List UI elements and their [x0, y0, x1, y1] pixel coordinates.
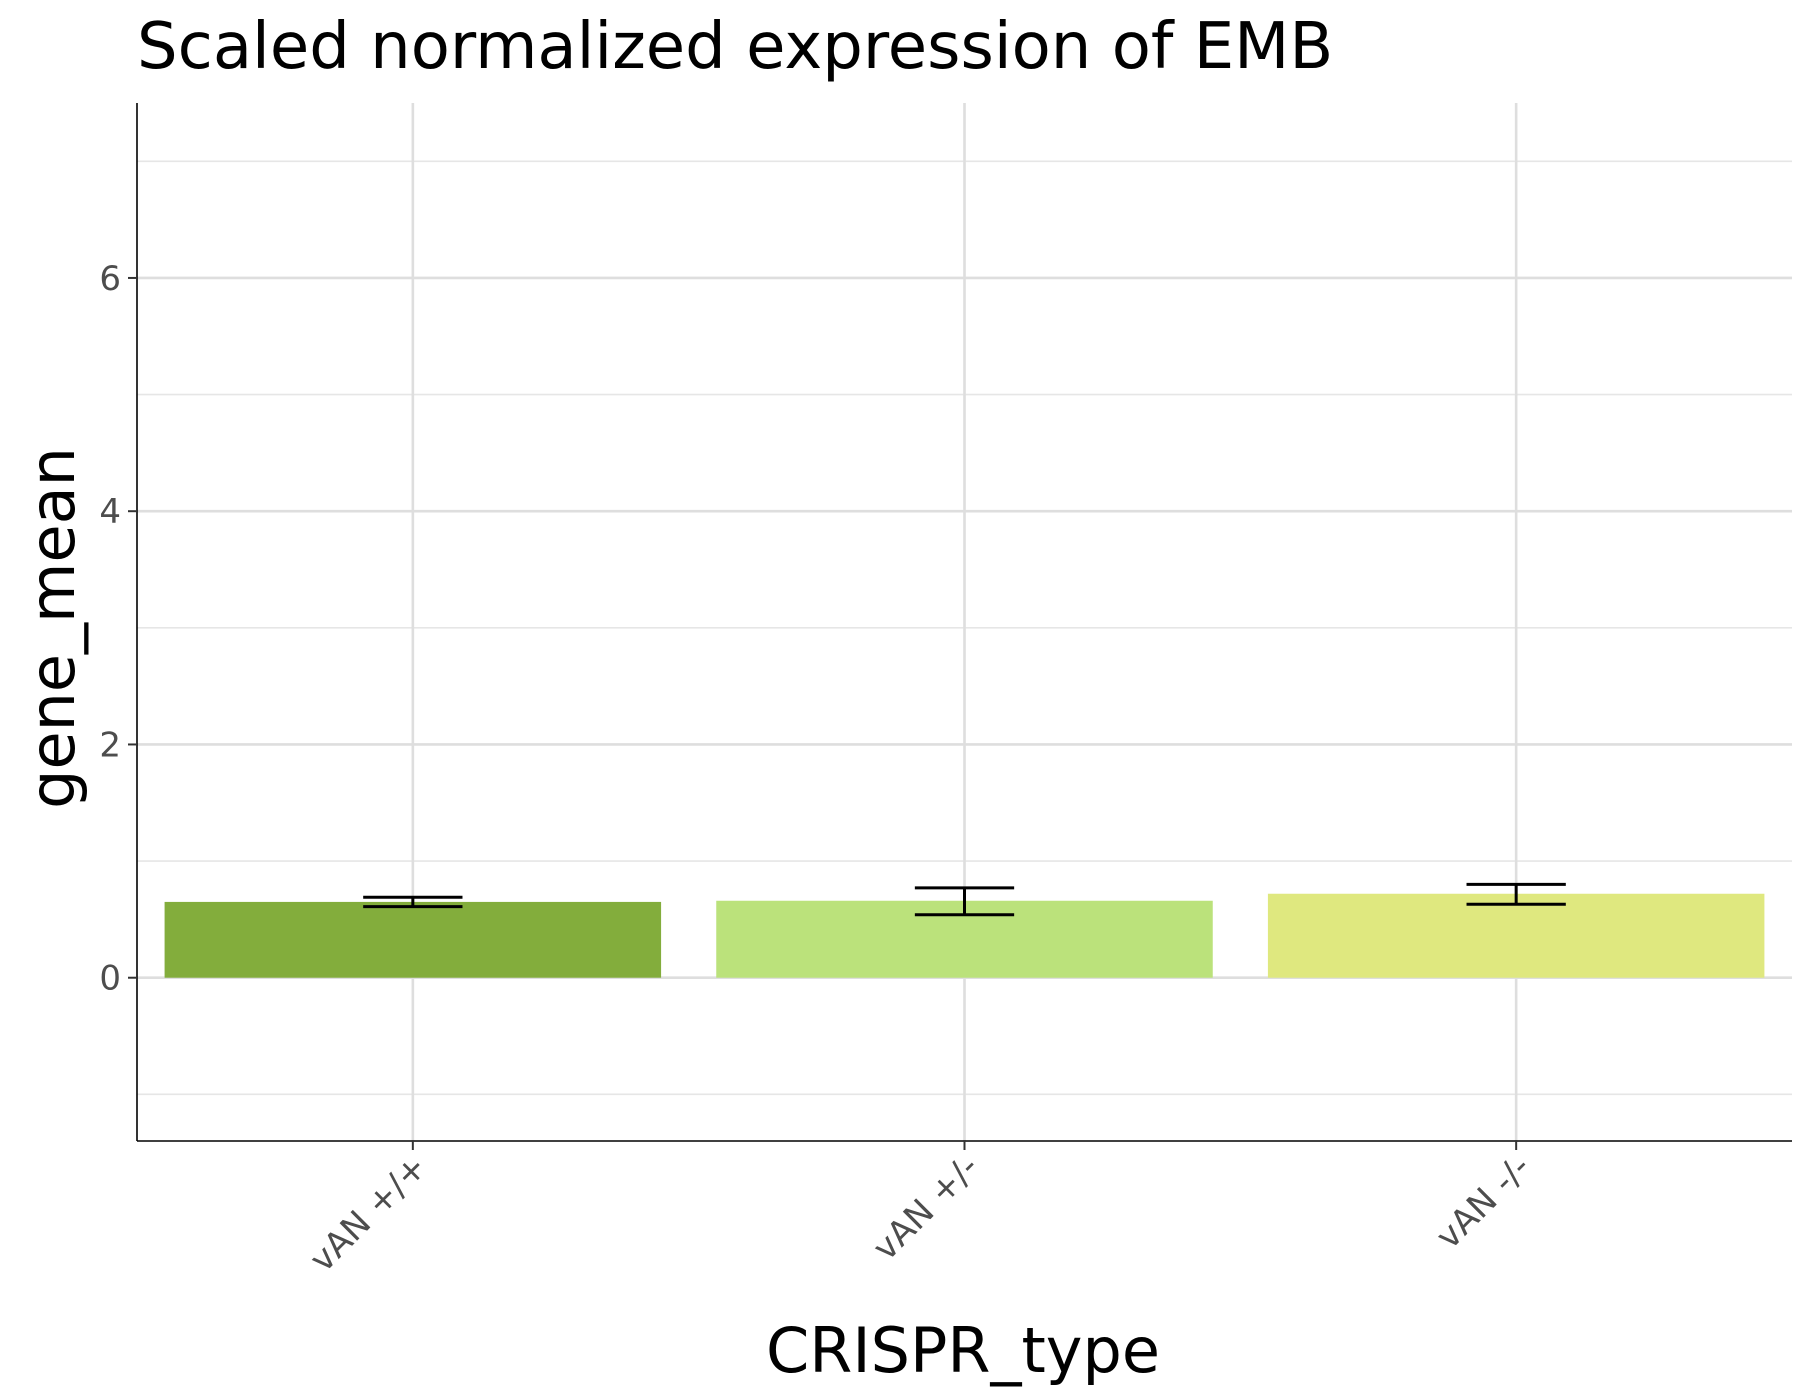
chart-title: Scaled normalized expression of EMB [137, 10, 1333, 84]
grid [137, 103, 1792, 1141]
y-tick-label: 4 [99, 492, 121, 532]
plot-area [137, 103, 1792, 1141]
y-tick-label: 2 [99, 725, 121, 765]
y-axis-ticks: 0 2 4 6 [99, 259, 137, 999]
bar [1267, 893, 1765, 978]
y-tick-label: 6 [99, 259, 121, 299]
y-tick-label: 0 [99, 959, 121, 999]
x-tick-label: vAN -/- [1428, 1147, 1538, 1257]
x-axis-title: CRISPR_type [766, 1314, 1160, 1387]
x-axis-ticks: vAN +/+ vAN +/- vAN -/- [302, 1141, 1539, 1280]
bar [164, 901, 662, 978]
y-axis-title: gene_mean [16, 447, 89, 809]
x-tick-label: vAN +/- [865, 1147, 987, 1269]
bars [164, 893, 1765, 978]
x-tick-label: vAN +/+ [302, 1147, 435, 1280]
error-bars [363, 882, 1566, 917]
